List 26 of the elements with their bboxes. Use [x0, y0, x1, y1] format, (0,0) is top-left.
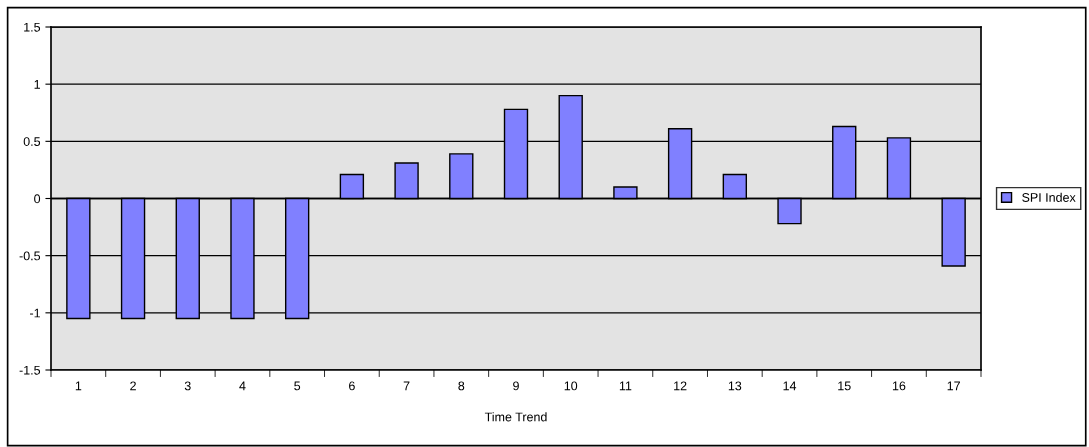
x-axis-title: Time Trend [484, 412, 547, 422]
x-tick-label: 13 [728, 381, 742, 391]
x-tick-label: 3 [184, 381, 191, 391]
x-tick-label: 4 [239, 381, 246, 391]
x-tick-label: 8 [458, 381, 465, 391]
y-tick-label: 1.5 [24, 22, 41, 32]
x-tick-label: 16 [892, 381, 906, 391]
x-tick-label: 11 [619, 381, 632, 391]
x-tick-label: 14 [783, 381, 797, 391]
y-tick-label: -0.5 [19, 251, 41, 261]
legend-label: SPI Index [1022, 192, 1076, 202]
y-tick-label: -1 [30, 308, 40, 318]
x-tick-label: 17 [947, 381, 960, 391]
y-tick-label: 0.5 [23, 137, 41, 146]
y-tick-label: -1.5 [19, 365, 41, 375]
x-tick-label: 12 [674, 381, 687, 391]
x-tick-label: 2 [130, 381, 136, 391]
x-tick-label: 9 [513, 381, 519, 391]
x-tick-label: 15 [838, 381, 851, 391]
y-tick-label: 1 [34, 80, 40, 89]
x-tick-label: 7 [403, 381, 410, 391]
y-tick-label: 0 [34, 194, 41, 204]
x-tick-label: 6 [349, 381, 355, 391]
x-tick-label: 10 [564, 381, 578, 391]
x-tick-label: 1 [75, 381, 82, 391]
x-tick-label: 5 [294, 381, 301, 391]
